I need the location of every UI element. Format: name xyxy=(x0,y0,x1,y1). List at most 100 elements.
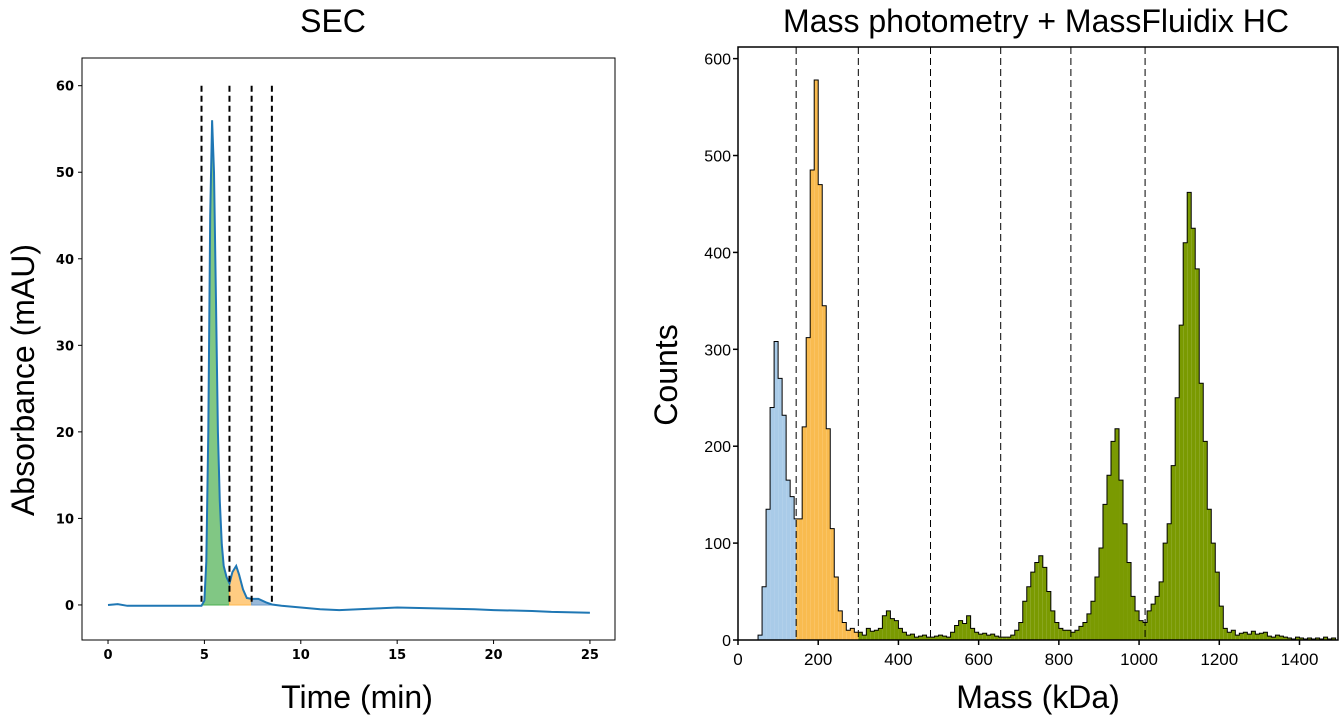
mp-histogram-bar xyxy=(1271,637,1276,640)
mp-y-ticks: 0 100 200 300 400 500 600 xyxy=(704,52,738,650)
mp-histogram-bar xyxy=(1323,637,1328,640)
mp-histogram-bar xyxy=(1139,620,1144,640)
sec-y-tick-label: 0 xyxy=(65,599,74,614)
mp-histogram-bar xyxy=(1183,242,1188,640)
mp-histogram-bar xyxy=(1106,475,1111,640)
mp-histogram-bar xyxy=(1275,635,1280,640)
sec-x-tick-label: 15 xyxy=(388,648,406,663)
mp-histogram-bar xyxy=(1062,630,1067,640)
mp-y-tick-label: 100 xyxy=(704,536,731,553)
sec-x-label: Time (min) xyxy=(281,679,433,715)
mp-histogram-bar xyxy=(1050,610,1055,640)
mp-histogram-bar xyxy=(878,628,883,640)
mp-histogram-bar xyxy=(998,637,1003,640)
sec-y-tick-label: 60 xyxy=(56,80,74,95)
sec-x-tick-label: 5 xyxy=(200,648,209,663)
mp-histogram xyxy=(757,79,1337,641)
mp-histogram-bar xyxy=(1066,630,1071,640)
mp-histogram-bar xyxy=(1267,636,1272,640)
mp-histogram-bar xyxy=(1038,555,1043,640)
mp-histogram-bar xyxy=(1307,638,1312,640)
mp-histogram-bar xyxy=(810,170,815,640)
mp-histogram-bar xyxy=(790,496,795,640)
sec-y-tick-label: 20 xyxy=(56,426,74,441)
mp-histogram-bar xyxy=(1299,638,1304,640)
mp-histogram-bar xyxy=(830,528,835,640)
mp-histogram-bar xyxy=(1058,628,1063,640)
mp-histogram-bar xyxy=(978,634,983,640)
mp-histogram-bar xyxy=(910,634,915,640)
mp-histogram-bar xyxy=(962,623,967,640)
sec-title: SEC xyxy=(300,3,366,39)
mp-histogram-bar xyxy=(818,184,823,641)
mp-histogram-bar xyxy=(874,630,879,640)
mp-histogram-bar xyxy=(1215,572,1220,640)
mp-histogram-bar xyxy=(1070,632,1075,640)
mp-histogram-bar xyxy=(1098,547,1103,640)
mp-histogram-bar xyxy=(1235,635,1240,640)
mp-histogram-bar xyxy=(882,615,887,640)
mp-histogram-bar xyxy=(862,635,867,640)
mp-plot-frame xyxy=(737,46,1339,641)
mp-histogram-bar xyxy=(982,633,987,640)
mp-histogram-bar xyxy=(842,622,847,640)
sec-y-tick-label: 30 xyxy=(56,339,74,354)
mp-histogram-bar xyxy=(1123,523,1128,640)
mp-x-tick-label: 800 xyxy=(1045,650,1073,669)
mp-histogram-bar xyxy=(1247,634,1252,640)
sec-x-tick-label: 10 xyxy=(292,648,310,663)
mp-histogram-bar xyxy=(870,631,875,640)
mp-histogram-bar xyxy=(934,636,939,640)
mp-histogram-bar xyxy=(822,305,827,640)
mp-histogram-bar xyxy=(1187,192,1192,640)
mp-histogram-bar xyxy=(1163,543,1168,640)
mp-histogram-bar xyxy=(1287,638,1292,640)
mp-histogram-bar xyxy=(1231,630,1236,640)
mp-histogram-bar xyxy=(1054,622,1059,640)
mp-histogram-bar xyxy=(938,635,943,640)
mp-histogram-bar xyxy=(974,632,979,640)
mp-histogram-bar xyxy=(898,628,903,640)
mp-histogram-bar xyxy=(1283,637,1288,640)
mp-histogram-bar xyxy=(902,632,907,640)
mp-histogram-bar xyxy=(914,637,919,640)
sec-y-label: Absorbance (mAU) xyxy=(5,244,41,516)
sec-plot-frame xyxy=(81,57,616,641)
mp-histogram-bar xyxy=(1119,480,1124,640)
mp-histogram-bar xyxy=(1034,562,1039,640)
mp-y-tick-label: 300 xyxy=(704,342,731,359)
mp-histogram-bar xyxy=(1207,509,1212,640)
mp-histogram-bar xyxy=(766,509,771,640)
mp-histogram-bar xyxy=(826,428,831,640)
mp-histogram-bar xyxy=(1239,633,1244,640)
mp-histogram-bar xyxy=(946,637,951,640)
sec-trace-line xyxy=(107,120,590,614)
sec-y-tick-label: 10 xyxy=(56,512,74,527)
sec-fraction-fills xyxy=(200,120,273,606)
mp-histogram-bar xyxy=(1078,626,1083,640)
mp-histogram-bar xyxy=(1042,567,1047,640)
mp-histogram-bar xyxy=(786,480,791,640)
mp-histogram-bar xyxy=(926,637,931,640)
mp-cut-lines xyxy=(795,47,1146,640)
mp-histogram-bar xyxy=(1086,613,1091,640)
sec-panel: SEC Time (min) Absorbance (mAU) 0 5 10 15 20… xyxy=(5,3,616,715)
mp-histogram-bar xyxy=(854,632,859,640)
sec-y-tick-label: 50 xyxy=(56,166,74,181)
mp-histogram-bar xyxy=(1090,601,1095,640)
mp-histogram-bar xyxy=(994,636,999,640)
mp-histogram-bar xyxy=(758,635,763,640)
mp-histogram-bar xyxy=(798,518,803,640)
mp-histogram-bar xyxy=(1259,633,1264,640)
mp-histogram-bar xyxy=(770,407,775,640)
mp-histogram-bar xyxy=(838,610,843,640)
mp-histogram-bar xyxy=(1295,637,1300,640)
mp-x-tick-label: 600 xyxy=(964,650,992,669)
sec-x-tick-label: 0 xyxy=(104,648,113,663)
mp-x-tick-label: 1000 xyxy=(1120,650,1158,669)
mp-histogram-bar xyxy=(794,518,797,640)
mp-histogram-bar xyxy=(1199,383,1204,640)
mp-histogram-bar xyxy=(1006,637,1011,640)
mp-histogram-bar xyxy=(834,577,839,640)
mp-histogram-bar xyxy=(950,632,955,640)
